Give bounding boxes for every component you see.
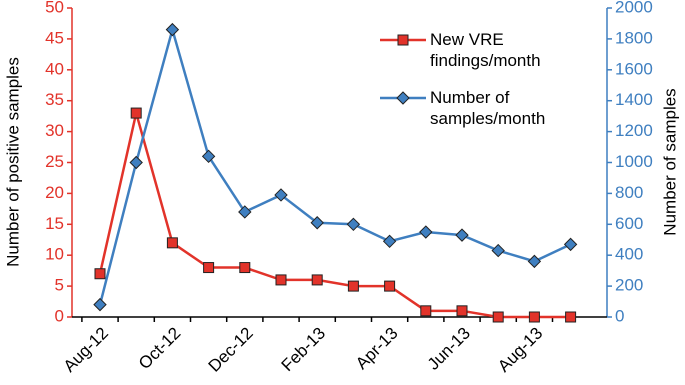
y2-tick-label: 600 bbox=[615, 214, 643, 233]
y-tick-label: 10 bbox=[45, 245, 64, 264]
y-tick-label: 0 bbox=[55, 306, 64, 325]
marker bbox=[275, 274, 287, 286]
marker bbox=[565, 311, 577, 323]
y2-tick-label: 200 bbox=[615, 276, 643, 295]
y2-tick-label: 1400 bbox=[615, 90, 653, 109]
marker bbox=[93, 297, 107, 312]
marker bbox=[384, 280, 396, 292]
marker bbox=[563, 237, 578, 252]
y-tick-label: 30 bbox=[45, 121, 64, 140]
marker bbox=[419, 225, 433, 239]
marker bbox=[94, 268, 106, 280]
y-tick-label: 35 bbox=[45, 90, 64, 109]
marker bbox=[492, 311, 504, 323]
legend-label: Number of samples/month bbox=[430, 88, 546, 128]
y2-tick-label: 2000 bbox=[615, 0, 653, 16]
marker bbox=[203, 262, 215, 274]
x-tick-label: Aug-12 bbox=[60, 324, 112, 376]
y2-axis-label: Number of samples bbox=[660, 88, 679, 235]
y2-tick-label: 1200 bbox=[615, 121, 653, 140]
marker bbox=[455, 228, 469, 242]
y2-tick-label: 1000 bbox=[615, 152, 653, 171]
legend-label: New VRE findings/month bbox=[430, 30, 541, 70]
marker bbox=[310, 216, 324, 230]
x-tick-label: Feb-13 bbox=[278, 324, 330, 376]
y-tick-label: 40 bbox=[45, 59, 64, 78]
legend-marker bbox=[397, 34, 409, 46]
marker bbox=[456, 305, 468, 317]
y2-tick-label: 0 bbox=[615, 306, 624, 325]
y2-tick-label: 1600 bbox=[615, 59, 653, 78]
marker bbox=[165, 22, 180, 37]
x-tick-label: Aug-13 bbox=[494, 324, 546, 376]
y2-tick-label: 400 bbox=[615, 245, 643, 264]
x-tick-label: Oct-12 bbox=[135, 324, 185, 374]
legend-marker bbox=[396, 91, 410, 105]
series-line bbox=[98, 24, 572, 305]
marker bbox=[382, 234, 397, 249]
marker bbox=[201, 149, 216, 164]
marker bbox=[274, 188, 288, 202]
y-tick-label: 50 bbox=[45, 0, 64, 16]
marker bbox=[166, 237, 178, 249]
y-axis-label: Number of positive samples bbox=[3, 57, 22, 267]
y-tick-label: 5 bbox=[55, 276, 64, 295]
y2-tick-label: 1800 bbox=[615, 28, 653, 47]
y-tick-label: 25 bbox=[45, 152, 64, 171]
x-tick-label: Apr-13 bbox=[352, 324, 402, 374]
marker bbox=[311, 274, 323, 286]
y-tick-label: 45 bbox=[45, 28, 64, 47]
marker bbox=[491, 243, 505, 258]
marker bbox=[347, 280, 359, 292]
marker bbox=[420, 305, 432, 317]
y-tick-label: 15 bbox=[45, 214, 64, 233]
marker bbox=[238, 205, 252, 219]
marker bbox=[346, 217, 361, 232]
marker bbox=[527, 254, 542, 269]
marker bbox=[130, 107, 142, 119]
y-tick-label: 20 bbox=[45, 183, 64, 202]
x-tick-label: Dec-12 bbox=[205, 324, 257, 376]
series-line bbox=[98, 112, 571, 319]
marker bbox=[129, 155, 143, 170]
y2-tick-label: 800 bbox=[615, 183, 643, 202]
marker bbox=[239, 262, 251, 274]
x-tick-label: Jun-13 bbox=[424, 324, 474, 374]
marker bbox=[528, 311, 540, 323]
